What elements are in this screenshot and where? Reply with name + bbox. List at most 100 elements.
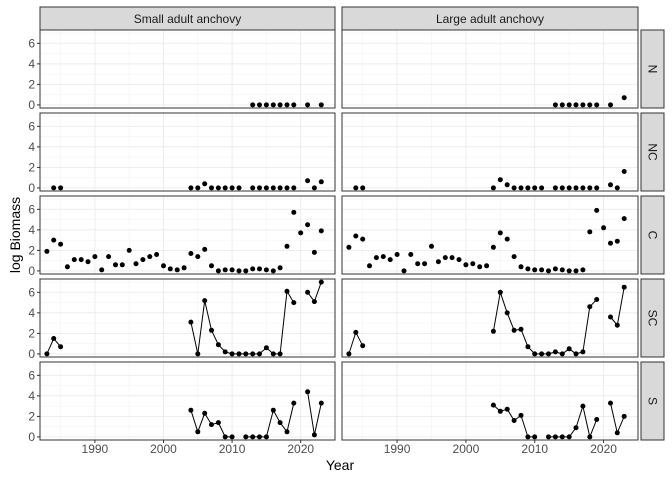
data-point-large-adult-anchovy-s	[552, 434, 558, 440]
data-point-small-adult-anchovy-sc	[195, 351, 201, 357]
data-point-small-adult-anchovy-c	[126, 247, 132, 253]
panel-border	[39, 361, 336, 441]
data-point-large-adult-anchovy-s	[594, 417, 600, 422]
data-point-small-adult-anchovy-n	[318, 102, 324, 108]
data-point-small-adult-anchovy-nc	[318, 179, 324, 185]
data-point-small-adult-anchovy-c	[305, 222, 311, 228]
data-point-small-adult-anchovy-sc	[277, 351, 283, 357]
data-point-large-adult-anchovy-sc	[559, 351, 565, 357]
data-point-small-adult-anchovy-n	[277, 102, 283, 108]
row-strip	[640, 112, 665, 192]
data-point-small-adult-anchovy-s	[263, 434, 269, 440]
panel-border	[39, 278, 336, 358]
data-point-small-adult-anchovy-nc	[305, 178, 311, 184]
row-strip-label: N	[646, 65, 660, 74]
y-tick-label: 4	[28, 223, 35, 237]
x-tick-label: 2000	[453, 442, 480, 456]
panel-background	[342, 279, 638, 357]
data-point-small-adult-anchovy-n	[257, 102, 262, 108]
data-point-large-adult-anchovy-sc	[490, 328, 496, 334]
y-tick-label: 2	[28, 77, 35, 91]
frame-layer	[37, 6, 665, 443]
y-tick-label: 2	[28, 160, 35, 174]
data-point-small-adult-anchovy-c	[250, 266, 256, 272]
data-point-large-adult-anchovy-s	[580, 403, 586, 409]
data-point-small-adult-anchovy-n	[305, 102, 311, 108]
data-point-small-adult-anchovy-nc	[209, 185, 214, 191]
data-point-large-adult-anchovy-c	[559, 267, 565, 273]
data-point-large-adult-anchovy-sc	[518, 326, 524, 332]
data-point-large-adult-anchovy-c	[422, 261, 428, 267]
data-point-small-adult-anchovy-c	[154, 252, 160, 257]
data-point-large-adult-anchovy-nc	[580, 185, 586, 191]
row-strip-label: SC	[646, 310, 660, 327]
data-point-small-adult-anchovy-nc	[188, 185, 194, 191]
data-point-large-adult-anchovy-c	[504, 236, 510, 242]
data-point-large-adult-anchovy-s	[546, 434, 551, 440]
y-axis-title: log Biomass	[7, 197, 23, 273]
series-line-small-adult-anchovy-sc	[190, 289, 295, 355]
data-point-large-adult-anchovy-c	[380, 254, 386, 260]
grid-layer	[40, 30, 638, 440]
y-tick-label: 0	[28, 430, 35, 444]
x-axis-title: Year	[326, 457, 355, 473]
row-strip	[640, 278, 665, 358]
data-point-small-adult-anchovy-s	[277, 420, 283, 426]
x-tick-label: 2020	[590, 442, 617, 456]
column-strip-label: Small adult anchovy	[134, 12, 241, 26]
data-point-small-adult-anchovy-sc	[222, 349, 228, 355]
y-tick-label: 0	[28, 181, 35, 195]
data-point-large-adult-anchovy-c	[353, 233, 359, 239]
data-point-large-adult-anchovy-s	[621, 413, 627, 419]
data-point-small-adult-anchovy-nc	[195, 185, 201, 191]
data-point-small-adult-anchovy-s	[284, 429, 290, 435]
data-point-small-adult-anchovy-c	[277, 265, 283, 271]
y-tick-label: 0	[28, 347, 35, 361]
data-point-large-adult-anchovy-c	[449, 255, 455, 261]
data-point-small-adult-anchovy-s	[257, 434, 262, 440]
data-point-small-adult-anchovy-c	[318, 228, 324, 234]
data-point-small-adult-anchovy-s	[215, 420, 221, 426]
data-point-small-adult-anchovy-c	[174, 267, 180, 273]
data-point-large-adult-anchovy-s	[587, 434, 593, 440]
data-point-small-adult-anchovy-c	[222, 267, 228, 273]
data-point-small-adult-anchovy-c	[58, 241, 64, 247]
data-point-large-adult-anchovy-nc	[539, 185, 545, 191]
data-point-small-adult-anchovy-nc	[51, 185, 57, 191]
data-point-small-adult-anchovy-c	[195, 254, 201, 260]
y-tick-label: 2	[28, 326, 35, 340]
panel-background	[40, 362, 335, 440]
data-point-large-adult-anchovy-nc	[621, 169, 627, 174]
data-point-small-adult-anchovy-c	[215, 268, 221, 274]
data-point-large-adult-anchovy-nc	[497, 177, 503, 183]
data-point-large-adult-anchovy-nc	[511, 185, 517, 191]
data-point-large-adult-anchovy-c	[346, 244, 352, 250]
data-point-large-adult-anchovy-c	[415, 261, 421, 267]
data-point-small-adult-anchovy-sc	[263, 345, 269, 351]
data-point-large-adult-anchovy-n	[566, 102, 572, 108]
data-point-small-adult-anchovy-c	[51, 237, 57, 243]
data-point-small-adult-anchovy-c	[119, 262, 125, 268]
y-tick-label: 6	[28, 119, 35, 133]
data-point-small-adult-anchovy-sc	[229, 351, 235, 357]
panel-border	[39, 112, 336, 192]
data-point-small-adult-anchovy-sc	[318, 279, 324, 285]
data-point-large-adult-anchovy-nc	[504, 182, 510, 188]
data-point-large-adult-anchovy-sc	[594, 297, 600, 302]
data-point-small-adult-anchovy-s	[229, 434, 235, 440]
data-point-large-adult-anchovy-nc	[587, 185, 593, 191]
data-point-large-adult-anchovy-c	[525, 266, 531, 272]
x-tick-label: 1990	[82, 442, 109, 456]
data-point-large-adult-anchovy-c	[546, 268, 551, 274]
data-point-large-adult-anchovy-sc	[566, 346, 572, 352]
data-point-small-adult-anchovy-c	[243, 268, 249, 274]
panel-background	[40, 196, 335, 274]
y-tick-label: 6	[28, 36, 35, 50]
row-strip	[640, 29, 665, 109]
data-point-large-adult-anchovy-s	[608, 400, 613, 406]
data-point-small-adult-anchovy-nc	[284, 185, 290, 191]
data-point-small-adult-anchovy-sc	[291, 300, 297, 306]
data-point-small-adult-anchovy-c	[140, 257, 146, 263]
data-point-large-adult-anchovy-nc	[490, 185, 496, 191]
data-point-large-adult-anchovy-c	[601, 225, 607, 231]
